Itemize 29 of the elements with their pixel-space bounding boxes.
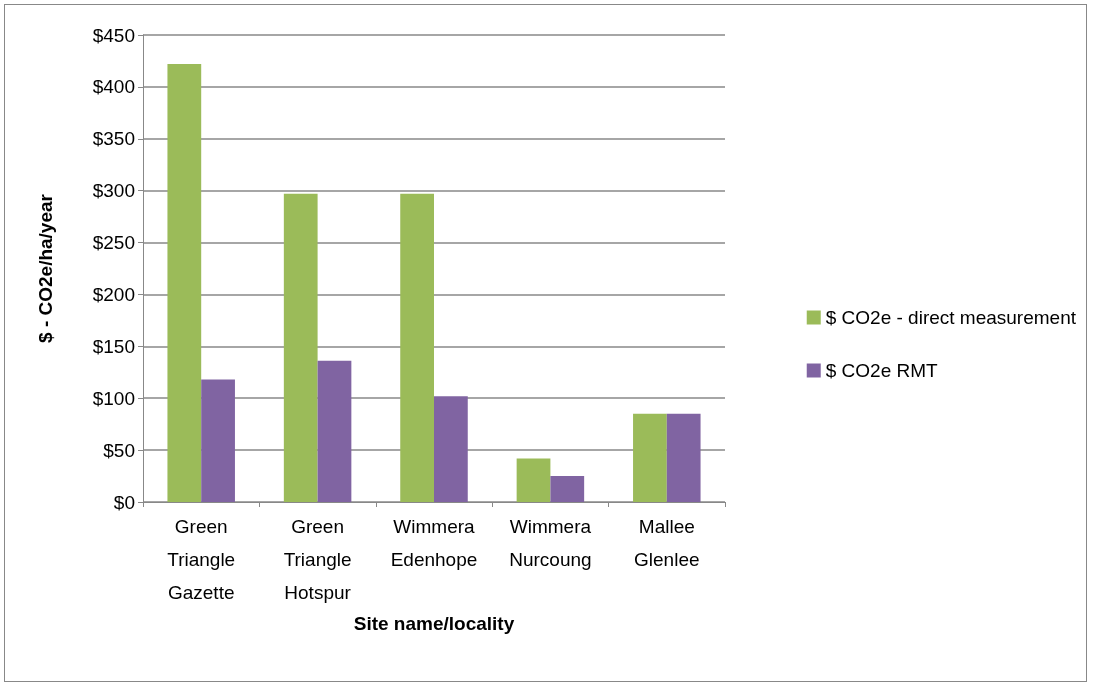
y-tick-label: $450 <box>92 24 135 46</box>
legend-label: $ CO2e - direct measurement <box>825 307 1077 328</box>
y-tick-label: $50 <box>103 439 135 461</box>
y-tick-label: $200 <box>92 283 135 305</box>
bar <box>201 379 235 502</box>
y-tick-label: $300 <box>92 180 135 202</box>
x-tick-label: Mallee Glenlee <box>634 516 700 570</box>
x-axis-title: Site name/locality <box>353 612 515 634</box>
y-tick-label: $100 <box>92 387 135 409</box>
bar <box>633 413 667 502</box>
bar <box>400 193 434 502</box>
y-tick-label: $250 <box>92 232 135 254</box>
y-tick-label: $350 <box>92 128 135 150</box>
bar <box>434 396 468 502</box>
bar <box>516 458 551 502</box>
bar <box>317 360 352 502</box>
x-tick-label: Wimmera Nurcoung <box>509 516 592 570</box>
x-tick-label: Green Triangle Gazette <box>167 516 236 603</box>
y-tick-label: $150 <box>92 335 135 357</box>
legend-label: $ CO2e RMT <box>825 360 939 381</box>
y-tick-label: $0 <box>113 491 135 513</box>
x-tick-label: Green Triangle Hotspur <box>283 516 352 603</box>
bar <box>283 193 318 502</box>
bar <box>167 64 202 502</box>
y-tick-label: $400 <box>92 76 135 98</box>
y-axis-title: $ - CO2e/ha/year <box>35 193 56 343</box>
x-tick-label: Wimmera Edenhope <box>390 516 478 570</box>
bar <box>550 476 585 502</box>
bar <box>666 413 701 502</box>
